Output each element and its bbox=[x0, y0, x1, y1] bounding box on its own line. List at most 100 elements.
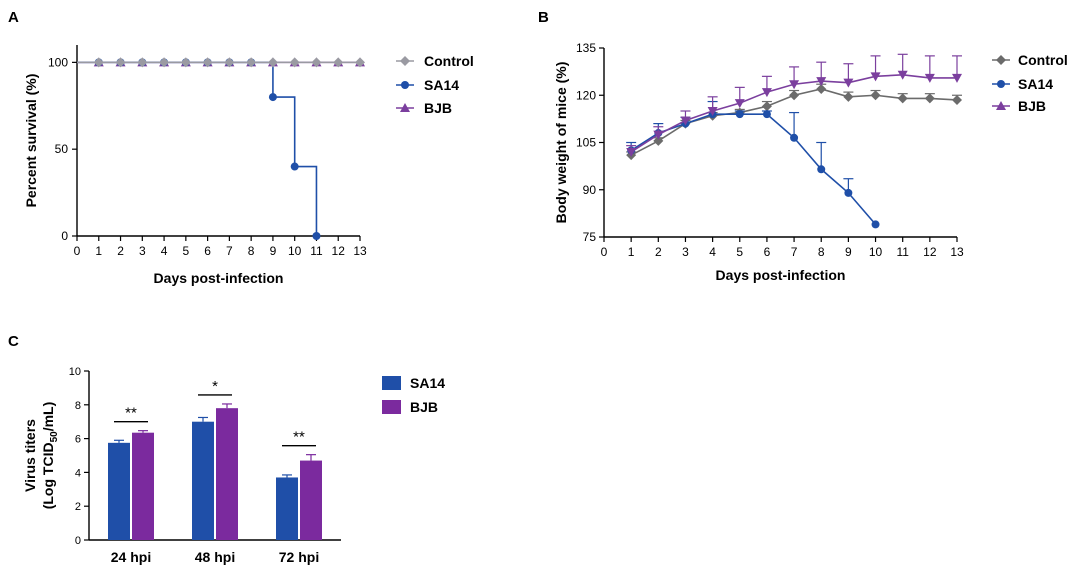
data-point-bjb bbox=[761, 88, 772, 98]
x-tick-label: 9 bbox=[270, 244, 277, 258]
legend-label: BJB bbox=[424, 100, 452, 116]
data-point-bjb bbox=[626, 147, 637, 157]
series-line-sa14 bbox=[630, 113, 877, 225]
bar-bjb bbox=[300, 460, 322, 540]
x-tick-label: 1 bbox=[95, 244, 102, 258]
bar-bjb bbox=[216, 408, 238, 540]
data-point-bjb bbox=[653, 130, 664, 140]
legend-marker bbox=[400, 103, 410, 112]
data-point-control bbox=[311, 57, 322, 68]
data-point-bjb bbox=[924, 73, 935, 83]
x-tick-label: 12 bbox=[332, 244, 346, 258]
virus-titer-chart: 0 2 4 6 8 10 Virus titers (Log TCID50/mL) 24 hpi… bbox=[22, 366, 445, 565]
x-tick-label: 10 bbox=[869, 245, 883, 259]
x-tick-label: 13 bbox=[950, 245, 964, 259]
data-point-sa14 bbox=[762, 110, 771, 119]
y-tick-label: 4 bbox=[75, 467, 81, 479]
legend-label: BJB bbox=[1018, 98, 1046, 114]
panel-label-c: C bbox=[8, 333, 19, 350]
x-tick-label: 7 bbox=[791, 245, 798, 259]
x-tick-label: 8 bbox=[818, 245, 825, 259]
x-axis-title: Days post-infection bbox=[716, 267, 846, 283]
data-point-bjb bbox=[707, 107, 718, 116]
x-tick-label: 2 bbox=[655, 245, 662, 259]
panel-label-b: B bbox=[538, 9, 549, 26]
data-point-control bbox=[816, 83, 827, 94]
bar-sa14 bbox=[276, 477, 298, 540]
x-tick-label: 9 bbox=[845, 245, 852, 259]
bar-bjb bbox=[132, 432, 154, 540]
x-tick-label: 13 bbox=[353, 244, 367, 258]
x-axis-title: Days post-infection bbox=[154, 270, 284, 286]
data-point-control bbox=[355, 57, 365, 68]
data-point-bjb bbox=[843, 78, 854, 88]
x-tick-label: 3 bbox=[139, 244, 146, 258]
data-point-control bbox=[115, 57, 126, 68]
y-tick-label: 90 bbox=[583, 183, 597, 197]
y-axis-title-line1: Virus titers bbox=[22, 419, 38, 492]
data-point-sa14 bbox=[790, 133, 799, 142]
y-axis-title: Body weight of mice (%) bbox=[553, 62, 569, 224]
y-tick-label: 120 bbox=[576, 88, 596, 102]
x-tick-label: 3 bbox=[682, 245, 689, 259]
y-tick-label: 50 bbox=[55, 142, 69, 156]
legend-marker bbox=[401, 81, 409, 89]
bar-sa14 bbox=[108, 442, 130, 540]
legend-label: Control bbox=[1018, 52, 1068, 68]
legend-label: SA14 bbox=[410, 375, 445, 391]
data-point-control bbox=[159, 57, 170, 68]
legend-marker bbox=[996, 55, 1006, 65]
data-point-control bbox=[952, 94, 962, 105]
legend-label: Control bbox=[424, 53, 474, 69]
data-point-sa14 bbox=[817, 165, 826, 174]
legend-label: SA14 bbox=[1018, 76, 1053, 92]
x-tick-label: 8 bbox=[248, 244, 255, 258]
data-point-sa14 bbox=[290, 162, 299, 171]
legend-label: SA14 bbox=[424, 77, 459, 93]
x-tick-label: 11 bbox=[896, 245, 909, 259]
x-tick-label: 6 bbox=[764, 245, 771, 259]
x-tick-label: 2 bbox=[117, 244, 124, 258]
y-axis-title-subscript: 50 bbox=[49, 431, 60, 443]
data-point-bjb bbox=[789, 80, 800, 90]
data-point-control bbox=[224, 57, 235, 68]
y-axis-title-suffix: /mL) bbox=[40, 402, 56, 432]
data-point-control bbox=[789, 90, 800, 101]
x-tick-label: 5 bbox=[183, 244, 190, 258]
data-point-control bbox=[93, 57, 104, 68]
y-axis-title: Virus titers (Log TCID50/mL) bbox=[22, 402, 60, 510]
x-tick-label: 12 bbox=[923, 245, 937, 259]
data-point-control bbox=[843, 91, 854, 102]
data-point-bjb bbox=[897, 70, 908, 80]
x-tick-label: 4 bbox=[709, 245, 716, 259]
x-category-label: 24 hpi bbox=[111, 549, 151, 565]
y-tick-label: 75 bbox=[583, 230, 597, 244]
significance-label: ** bbox=[125, 405, 137, 422]
y-tick-label: 0 bbox=[75, 535, 81, 547]
legend-swatch bbox=[382, 376, 401, 390]
legend-marker bbox=[996, 101, 1006, 110]
x-tick-label: 7 bbox=[226, 244, 233, 258]
data-point-control bbox=[137, 57, 148, 68]
data-point-control bbox=[870, 90, 881, 101]
significance-label: ** bbox=[293, 429, 305, 446]
data-point-control bbox=[246, 57, 257, 68]
x-tick-label: 0 bbox=[74, 244, 81, 258]
data-point-sa14 bbox=[312, 232, 321, 240]
x-category-label: 72 hpi bbox=[279, 549, 319, 565]
data-point-bjb bbox=[734, 99, 745, 109]
data-point-bjb bbox=[816, 77, 827, 87]
data-point-bjb bbox=[680, 116, 691, 126]
x-tick-label: 1 bbox=[628, 245, 635, 259]
data-point-control bbox=[202, 57, 213, 68]
y-tick-label: 2 bbox=[75, 501, 81, 513]
significance-label: * bbox=[212, 378, 218, 395]
x-tick-label: 5 bbox=[736, 245, 743, 259]
y-tick-label: 100 bbox=[48, 55, 68, 69]
x-tick-label: 10 bbox=[288, 244, 302, 258]
y-tick-label: 6 bbox=[75, 434, 81, 446]
data-point-bjb bbox=[952, 73, 962, 83]
